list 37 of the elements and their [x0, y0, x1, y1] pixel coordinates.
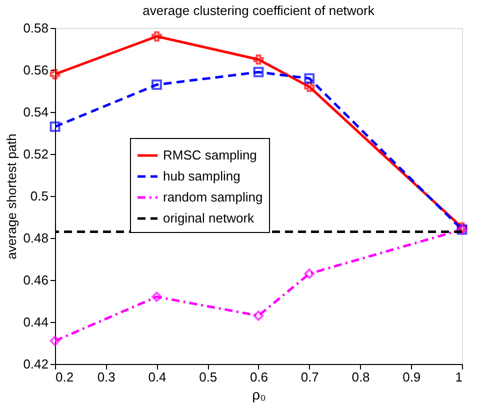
y-tick-label: 0.5 — [30, 188, 48, 204]
point — [152, 80, 162, 90]
y-tick-label: 0.46 — [23, 272, 48, 288]
x-tick-label: 1 — [455, 370, 462, 384]
y-tick-label: 0.56 — [23, 62, 48, 78]
point — [50, 69, 60, 80]
point — [253, 310, 264, 321]
legend-label: hub sampling — [163, 168, 240, 184]
x-tick-label: 0.6 — [250, 370, 268, 384]
x-axis-title: ρ₀ — [252, 386, 266, 402]
point — [253, 66, 264, 78]
y-tick-label: 0.44 — [23, 314, 48, 330]
x-tick-label: 0.7 — [300, 370, 319, 384]
point — [152, 292, 162, 302]
x-tick-label: 0.5 — [199, 370, 218, 384]
y-tick-label: 0.48 — [23, 230, 48, 246]
y-tick-label: 0.42 — [23, 356, 48, 372]
legend-label: RMSC sampling — [163, 148, 257, 162]
point — [50, 336, 60, 346]
chart-title: average clustering coefficient of network — [142, 3, 375, 18]
y-tick-label: 0.58 — [23, 20, 48, 36]
y-tick-label: 0.52 — [23, 146, 48, 162]
point — [304, 73, 315, 84]
point — [152, 31, 162, 42]
point — [50, 122, 60, 132]
x-tick-label: 0.2 — [56, 370, 74, 384]
y-axis-title: average shortest path — [4, 134, 20, 260]
point — [304, 82, 315, 92]
point — [304, 268, 315, 279]
point — [253, 54, 264, 65]
y-tick-label: 0.54 — [23, 104, 48, 120]
x-tick-label: 0.3 — [97, 370, 116, 384]
x-tick-label: 0.9 — [402, 370, 421, 384]
legend-label: random sampling — [163, 190, 263, 204]
x-tick-label: 0.4 — [148, 370, 166, 384]
legend-label: original network — [163, 210, 255, 226]
x-tick-label: 0.8 — [352, 370, 370, 384]
